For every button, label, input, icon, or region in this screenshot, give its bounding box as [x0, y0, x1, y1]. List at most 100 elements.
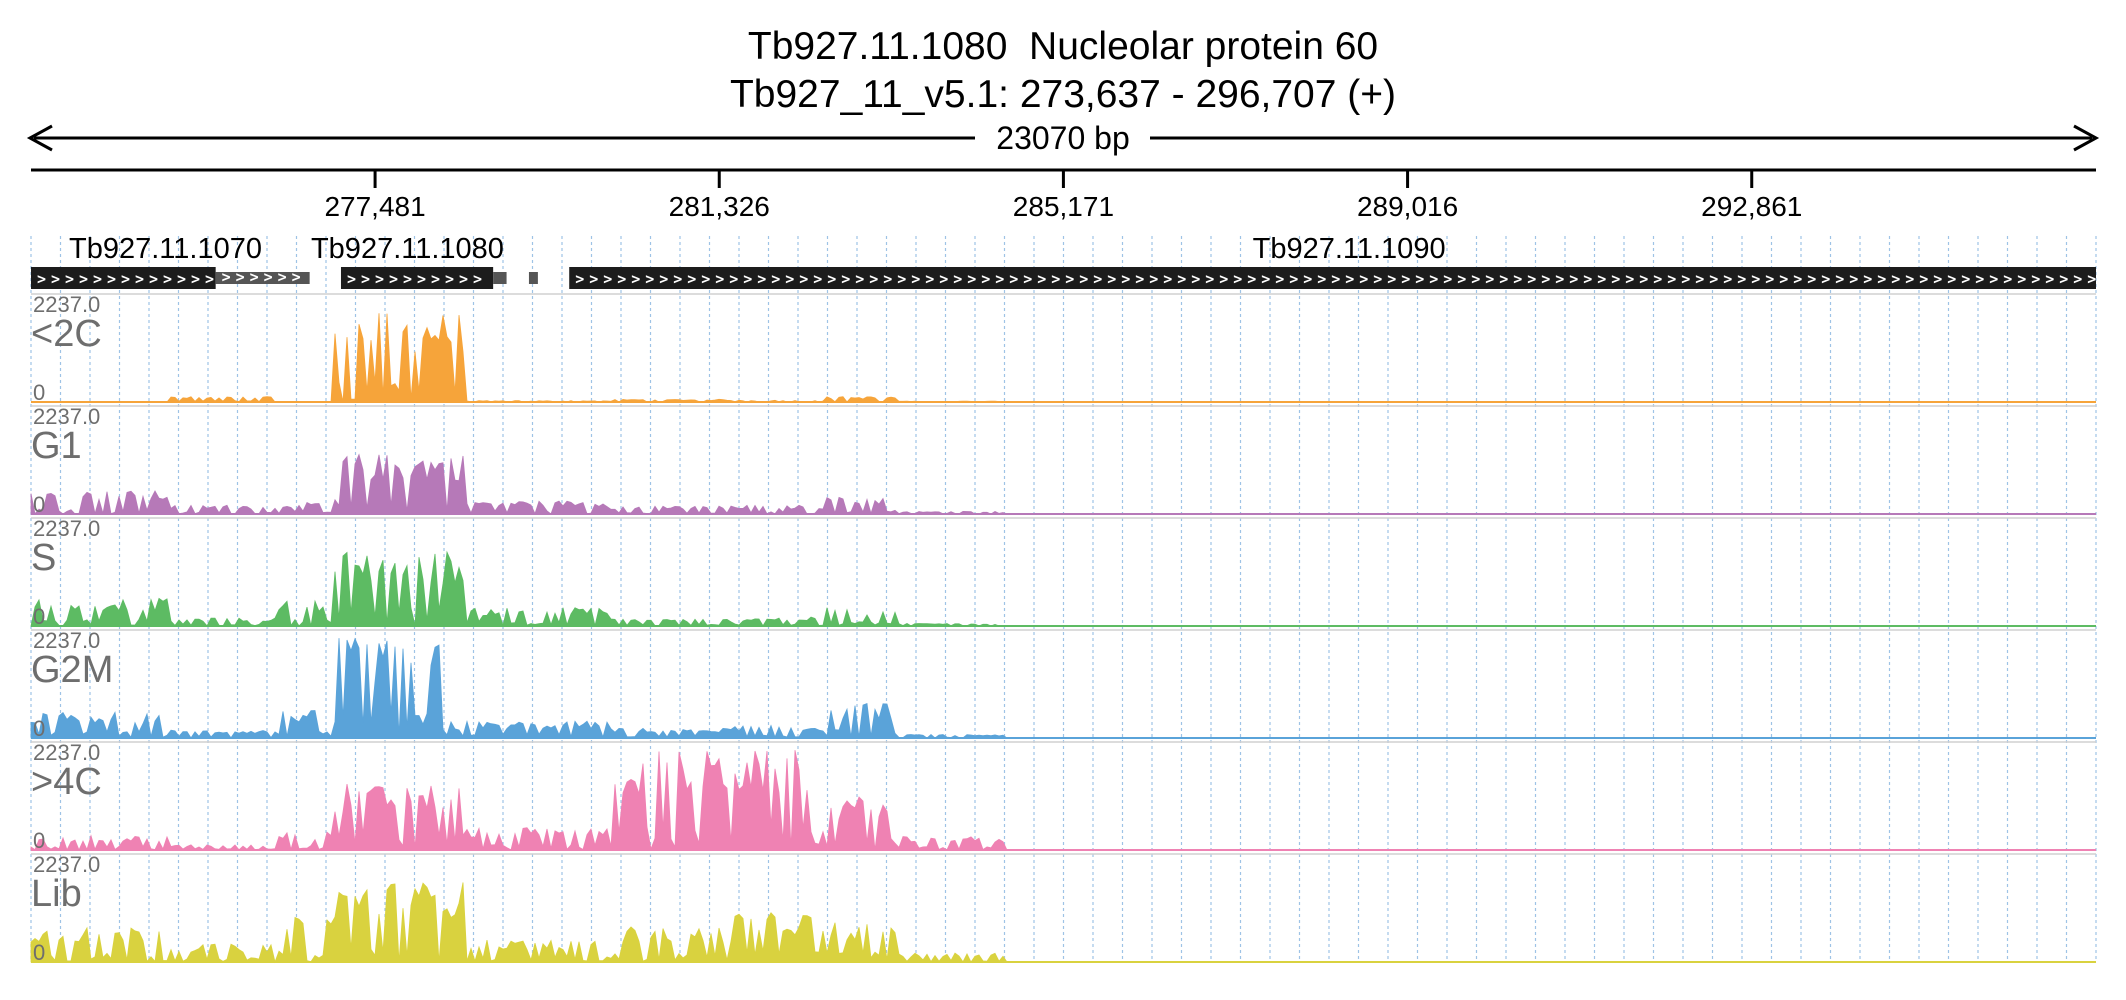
track-0: 2237.0 0 <2C — [31, 292, 2096, 405]
strand-arrow-icon: > — [1751, 270, 1760, 288]
strand-arrow-icon: > — [981, 270, 990, 288]
tick-label: 285,171 — [1013, 191, 1114, 222]
strand-arrow-icon: > — [883, 270, 892, 288]
strand-arrow-icon: > — [827, 270, 836, 288]
strand-arrow-icon: > — [473, 270, 482, 288]
gene-feature — [493, 272, 507, 284]
strand-arrow-icon: > — [897, 270, 906, 288]
series-label: Lib — [31, 873, 82, 915]
strand-arrow-icon: > — [1401, 270, 1410, 288]
strand-arrow-icon: > — [1779, 270, 1788, 288]
strand-arrow-icon: > — [1135, 270, 1144, 288]
strand-arrow-icon: > — [715, 270, 724, 288]
coverage-tracks: 2237.00<2C2237.00G12237.00S2237.00G2M223… — [30, 292, 2096, 965]
strand-arrow-icon: > — [1989, 270, 1998, 288]
strand-arrow-icon: > — [1975, 270, 1984, 288]
strand-arrow-icon: > — [1177, 270, 1186, 288]
strand-arrow-icon: > — [1107, 270, 1116, 288]
strand-arrow-icon: > — [869, 270, 878, 288]
strand-arrow-icon: > — [631, 270, 640, 288]
strand-arrow-icon: > — [1555, 270, 1564, 288]
strand-arrow-icon: > — [1765, 270, 1774, 288]
strand-arrow-icon: > — [1205, 270, 1214, 288]
scale-max-label: 2237.0 — [33, 740, 100, 765]
strand-arrow-icon: > — [51, 270, 60, 288]
strand-arrow-icon: > — [1695, 270, 1704, 288]
strand-arrow-icon: > — [1527, 270, 1536, 288]
span-label: 23070 bp — [996, 120, 1129, 156]
strand-arrow-icon: > — [1457, 270, 1466, 288]
strand-arrow-icon: > — [1415, 270, 1424, 288]
strand-arrow-icon: > — [2017, 270, 2026, 288]
track-5: 2237.0 0 Lib — [30, 852, 2096, 965]
strand-arrow-icon: > — [1583, 270, 1592, 288]
strand-arrow-icon: > — [813, 270, 822, 288]
strand-arrow-icon: > — [2003, 270, 2012, 288]
gene-feature — [215, 272, 310, 284]
strand-arrow-icon: > — [37, 270, 46, 288]
strand-arrow-icon: > — [1023, 270, 1032, 288]
strand-arrow-icon: > — [163, 270, 172, 288]
strand-arrow-icon: > — [1933, 270, 1942, 288]
scale-max-label: 2237.0 — [33, 516, 100, 541]
strand-arrow-icon: > — [1247, 270, 1256, 288]
strand-arrow-icon: > — [389, 270, 398, 288]
strand-arrow-icon: > — [1359, 270, 1368, 288]
strand-arrow-icon: > — [1625, 270, 1634, 288]
strand-arrow-icon: > — [729, 270, 738, 288]
scale-min-label: 0 — [33, 380, 45, 405]
series-label: S — [31, 537, 56, 579]
strand-arrow-icon: > — [659, 270, 668, 288]
strand-arrow-icon: > — [1513, 270, 1522, 288]
strand-arrow-icon: > — [701, 270, 710, 288]
strand-arrow-icon: > — [799, 270, 808, 288]
series-label: G1 — [31, 425, 82, 467]
scale-max-label: 2237.0 — [33, 292, 100, 317]
series-label: G2M — [31, 649, 113, 691]
strand-arrow-icon: > — [1093, 270, 1102, 288]
strand-arrow-icon: > — [459, 270, 468, 288]
chart-title-line2: Tb927_11_v5.1: 273,637 - 296,707 (+) — [730, 73, 1396, 116]
strand-arrow-icon: > — [107, 270, 116, 288]
strand-arrow-icon: > — [855, 270, 864, 288]
series-label: <2C — [31, 313, 102, 355]
strand-arrow-icon: > — [1051, 270, 1060, 288]
strand-arrow-icon: > — [1149, 270, 1158, 288]
gene-feature — [31, 267, 216, 289]
chart-title-line1: Tb927.11.1080 Nucleolar protein 60 — [748, 25, 1378, 68]
scale-max-label: 2237.0 — [33, 404, 100, 429]
strand-arrow-icon: > — [1681, 270, 1690, 288]
coordinate-ticks: 277,481 281,326 285,171 289,016 292,861 — [324, 170, 1802, 222]
tick-label: 289,016 — [1357, 191, 1458, 222]
strand-arrow-icon: > — [967, 270, 976, 288]
span-arrow-left-icon — [26, 124, 53, 152]
track-4: 2237.0 0 >4C — [30, 740, 2096, 853]
strand-arrow-icon: > — [1639, 270, 1648, 288]
scale-max-label: 2237.0 — [33, 628, 100, 653]
strand-arrow-icon: > — [1079, 270, 1088, 288]
strand-arrow-icon: > — [575, 270, 584, 288]
strand-arrow-icon: > — [1919, 270, 1928, 288]
strand-arrow-icon: > — [953, 270, 962, 288]
strand-arrow-icon: > — [1387, 270, 1396, 288]
strand-arrow-icon: > — [417, 270, 426, 288]
strand-arrow-icon: > — [1807, 270, 1816, 288]
strand-arrow-icon: > — [1065, 270, 1074, 288]
strand-arrow-icon: > — [375, 270, 384, 288]
strand-arrow-icon: > — [1863, 270, 1872, 288]
gene-feature — [528, 272, 538, 284]
strand-arrow-icon: > — [121, 270, 130, 288]
tick-label: 292,861 — [1701, 191, 1802, 222]
strand-arrow-icon: > — [743, 270, 752, 288]
scale-min-label: 0 — [33, 604, 45, 629]
strand-arrow-icon: > — [2045, 270, 2054, 288]
strand-arrow-icon: > — [1331, 270, 1340, 288]
grid-lines — [30, 236, 2097, 962]
strand-arrow-icon: > — [1849, 270, 1858, 288]
gene-feature — [569, 267, 2096, 289]
strand-arrow-icon: > — [617, 270, 626, 288]
strand-arrow-icon: > — [1289, 270, 1298, 288]
strand-arrow-icon: > — [79, 270, 88, 288]
strand-arrow-icon: > — [1723, 270, 1732, 288]
